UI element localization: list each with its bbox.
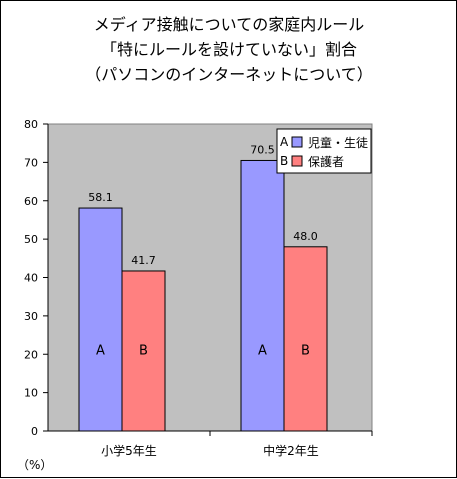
y-axis-unit: （%）: [17, 458, 52, 472]
y-tick-label: 0: [31, 425, 38, 438]
data-label: 48.0: [293, 230, 318, 243]
y-tick-label: 60: [24, 195, 38, 208]
bar-b: [283, 246, 328, 432]
y-tick-label: 80: [24, 118, 38, 131]
category-label: 小学5年生: [101, 443, 157, 458]
y-tick-label: 10: [24, 387, 38, 400]
legend-label: 児童・生徒: [308, 135, 368, 150]
legend-swatch: [291, 155, 303, 167]
bar-letter-label: B: [139, 343, 148, 358]
chart-title-line-2: 「特にルールを設けていない」割合: [101, 40, 357, 59]
bar-letter-label: A: [96, 343, 105, 358]
bar-a: [78, 207, 123, 432]
bar-a: [240, 159, 285, 432]
legend-letter: A: [280, 135, 289, 149]
y-tick-label: 30: [24, 310, 38, 323]
chart-title-line-1: メディア接触についての家庭内ルール: [94, 15, 364, 34]
y-tick-label: 50: [24, 233, 38, 246]
labels: 小学5年生 58.1 A 41.7 B 中学2年生 70.5 A 48.0 B: [88, 143, 319, 458]
chart-title-line-3: （パソコンのインターネットについて）: [85, 65, 373, 84]
y-tick-label: 20: [24, 348, 38, 361]
bar-letter-label: B: [301, 343, 310, 358]
y-tick-label: 40: [24, 272, 38, 285]
data-label: 41.7: [131, 254, 156, 267]
bars: [78, 159, 328, 432]
legend-letter: B: [280, 154, 288, 168]
category-label: 中学2年生: [263, 443, 319, 458]
legend: A 児童・生徒 B 保護者: [276, 128, 372, 174]
chart-title: メディア接触についての家庭内ルール 「特にルールを設けていない」割合 （パソコン…: [85, 15, 373, 84]
data-label: 70.5: [250, 143, 275, 156]
legend-swatch: [291, 136, 303, 148]
legend-label: 保護者: [308, 154, 344, 169]
bar-letter-label: A: [258, 343, 267, 358]
bar-b: [121, 270, 166, 432]
y-tick-label: 70: [24, 156, 38, 169]
data-label: 58.1: [88, 191, 113, 204]
